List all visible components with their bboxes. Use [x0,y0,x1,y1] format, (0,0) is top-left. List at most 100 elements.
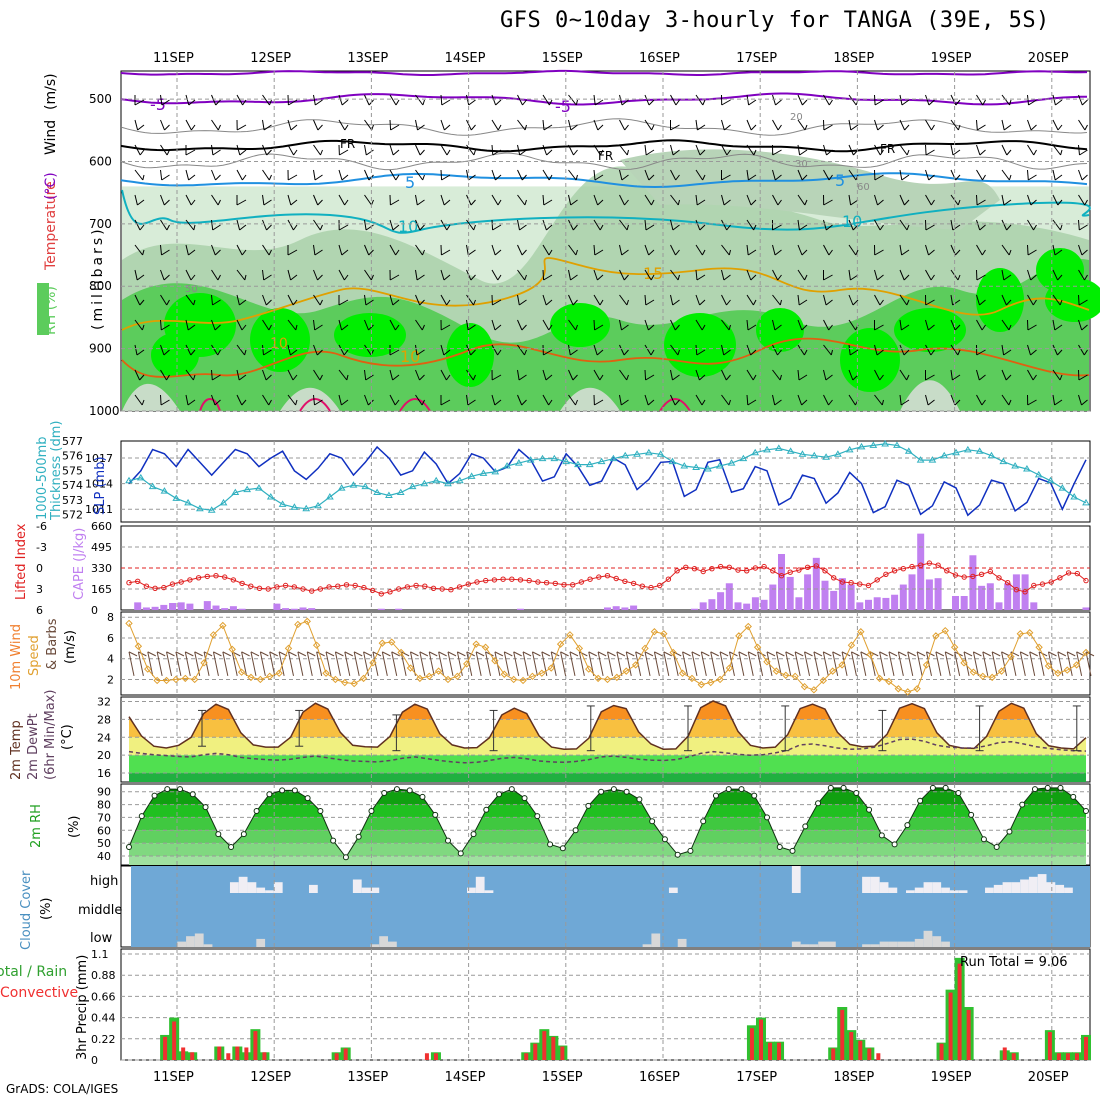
wind-barb [389,294,394,306]
li-marker [1039,581,1046,587]
wind-barb [798,374,808,381]
wind-barb [645,374,655,381]
rh-marker [304,795,311,802]
wind-barb [619,94,623,106]
cape-bar [212,605,220,610]
li-marker [691,566,698,572]
wind-barb-10m [635,651,644,657]
wind-speed-marker [331,675,340,684]
cape-bar [751,597,759,610]
cape-bar [986,583,994,610]
wind-barb-10m [325,651,332,676]
wind-barb [877,199,884,206]
li-marker [535,579,541,585]
wind-speed-marker [312,641,321,649]
cloud-low-bar [888,941,898,947]
cape-bar [865,599,872,610]
thickness-marker [585,460,594,468]
wind-barb [901,249,910,256]
wind-barb [952,149,961,156]
date-label-bottom: 19SEP [931,1070,972,1085]
wind-barb-10m [185,651,194,657]
wind-barb [746,269,752,281]
wind-barb [292,374,298,381]
wind-barb [364,169,370,181]
wind-barb [1027,369,1034,381]
wind-barb [728,399,731,406]
wind-barb-10m [175,651,182,676]
wind-barb [899,269,905,281]
wind-barb [419,299,425,306]
wind-barb [746,169,749,181]
cape-bar [882,597,890,610]
cloud-low-bar [800,944,810,947]
wind-barb [670,194,679,206]
wind-barb-10m [137,651,144,676]
wind-barb [903,274,910,281]
wind-barb [699,149,706,156]
wind-barb [1078,194,1086,206]
wind-barb [441,99,451,106]
thickness-marker [243,485,252,493]
wind-barb [746,369,754,381]
li-marker [865,582,872,589]
wind-speed-marker [425,672,433,681]
li-marker [526,577,532,584]
wind-barb [440,344,445,356]
rh-contour [120,118,1088,136]
li-marker [239,580,245,587]
precip-convective-bar [939,1043,944,1060]
li-marker [204,573,211,580]
precip-convective-bar [560,1046,565,1060]
wind-barb [1008,174,1012,181]
wind-barb [134,294,141,306]
wind-barb [721,174,731,181]
rh-legend-swatch [37,283,49,335]
wind-barb [265,299,272,306]
wind-barb [1054,399,1063,406]
rh-marker [853,790,860,796]
date-label-bottom: 17SEP [736,1070,777,1085]
wind-barb [823,369,827,381]
li-marker [978,571,985,577]
cloud-high-bar [879,882,889,893]
wind-barb [368,249,374,256]
rh-marker [534,813,541,820]
cape-bar [691,608,698,610]
wind-barb [725,374,731,381]
wind-barb [802,99,808,106]
wind-barb-10m [288,651,294,676]
wind-barb [648,324,655,331]
wind-barb [545,374,553,381]
wind-barb [848,94,857,106]
cape-bar [160,604,168,610]
wind-barb-10m [1076,651,1085,657]
thickness-marker [526,456,535,463]
wind-barb [594,249,604,256]
wind-barb-10m [494,651,504,657]
wind-barb [828,399,833,406]
wind-barb [313,144,321,156]
wind-barb [290,349,298,356]
li-marker [326,584,332,590]
wind-barb [575,99,578,106]
wind-barb-10m [898,651,907,657]
wind-barb [979,149,986,156]
cape-bar [838,578,846,610]
rh-marker [496,791,503,798]
precip-convective-bar [334,1053,339,1060]
wind-barb [287,174,298,181]
wind-barb [644,344,652,356]
wind-barb [874,369,881,381]
cloud-high-bar [1046,882,1056,893]
cape-bar [621,607,629,610]
wind-barb [626,299,629,306]
wind-barb [644,144,647,156]
wind-barb [830,349,833,356]
rh-marker [240,831,247,838]
wind-barb [1027,219,1034,231]
wind-barb [313,319,316,331]
wind-barb [497,274,502,281]
precip-tick: 0.44 [91,1012,116,1025]
wind-barb [644,369,647,381]
